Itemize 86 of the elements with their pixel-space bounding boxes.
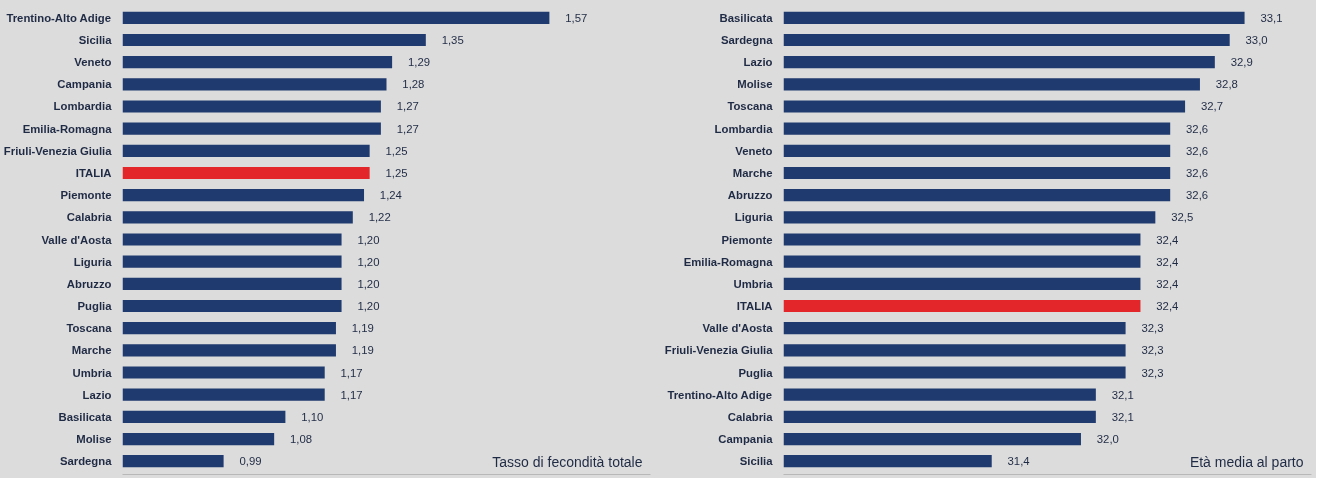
y-tick-label: Calabria [66,211,113,224]
y-tick-label: Lombardia [53,100,113,113]
data-label: 1,17 [340,388,363,401]
data-label: 32,3 [1141,344,1164,357]
y-tick-label: ITALIA [736,300,773,313]
y-tick-label: Liguria [73,255,113,268]
data-label: 32,1 [1111,410,1134,423]
y-tick-label: Calabria [727,410,774,423]
annotation: Tasso di fecondità totale [492,454,643,471]
data-label: 1,10 [301,410,324,423]
y-tick-label: Campania [57,78,113,91]
data-label: 0,99 [239,455,262,468]
y-tick-label: Marche [732,166,773,179]
data-label: 32,7 [1200,100,1223,113]
y-tick-label: Sardegna [59,455,113,468]
y-tick-label: Lazio [743,56,773,69]
y-tick-label: Piemonte [60,189,112,202]
data-label: 1,19 [351,322,374,335]
data-label: 1,08 [290,433,313,446]
data-label: 33,1 [1260,11,1283,24]
y-tick-label: Veneto [74,56,112,69]
data-label: 1,20 [357,277,380,290]
data-label: 32,4 [1156,255,1179,268]
y-tick-label: Valle d'Aosta [41,233,113,246]
data-label: 1,27 [396,122,419,135]
y-tick-label: Molise [76,433,112,446]
data-label: 1,28 [402,78,425,91]
y-tick-label: Sicilia [739,455,774,468]
y-tick-label: Sicilia [78,33,113,46]
y-tick-label: Puglia [738,366,774,379]
data-label: 32,5 [1171,211,1194,224]
y-tick-label: Emilia-Romagna [22,122,113,135]
data-label: 32,1 [1111,388,1134,401]
data-label: 1,25 [385,166,408,179]
data-label: 32,9 [1230,56,1253,69]
data-label: 1,19 [351,344,374,357]
y-tick-label: Molise [737,78,773,91]
y-tick-label: ITALIA [75,166,112,179]
data-label: 1,25 [385,144,408,157]
y-tick-label: Abruzzo [66,277,112,290]
data-label: 1,24 [379,189,402,202]
data-label: 1,29 [407,56,431,69]
y-tick-label: Valle d'Aosta [702,322,774,335]
data-label: 31,4 [1007,455,1030,468]
data-label: 32,6 [1186,144,1209,157]
data-label: 32,4 [1156,277,1179,290]
data-label: 32,4 [1156,233,1179,246]
y-tick-label: Marche [71,344,112,357]
data-label: 32,6 [1186,166,1209,179]
data-label: 32,6 [1186,189,1209,202]
y-tick-label: Liguria [734,211,774,224]
data-label: 1,27 [396,100,419,113]
y-tick-label: Toscana [727,100,774,113]
data-label: 1,17 [340,366,363,379]
y-tick-label: Emilia-Romagna [683,255,774,268]
y-tick-label: Umbria [72,366,113,379]
data-label: 32,6 [1186,122,1209,135]
data-label: 32,0 [1096,433,1119,446]
y-tick-label: Basilicata [719,11,774,24]
y-tick-label: Friuli-Venezia Giulia [664,344,774,357]
data-label: 1,20 [357,255,380,268]
y-tick-label: Campania [718,433,774,446]
y-tick-label: Abruzzo [727,189,773,202]
y-tick-label: Trentino-Alto Adige [667,388,773,401]
y-tick-label: Friuli-Venezia Giulia [3,144,113,157]
data-label: 32,3 [1141,366,1164,379]
data-label: 1,57 [565,11,588,24]
data-label: 1,35 [441,33,464,46]
y-tick-label: Toscana [66,322,113,335]
data-label: 32,3 [1141,322,1164,335]
data-label: 32,8 [1215,78,1238,91]
y-tick-label: Umbria [733,277,774,290]
annotation: Età media al parto [1189,454,1304,471]
data-label: 32,4 [1156,300,1179,313]
y-tick-label: Lombardia [714,122,774,135]
y-tick-label: Basilicata [58,410,113,423]
data-label: 1,20 [357,233,380,246]
data-label: 1,20 [357,300,380,313]
y-tick-label: Sardegna [720,33,774,46]
y-tick-label: Puglia [77,300,113,313]
data-label: 1,22 [368,211,391,224]
data-label: 33,0 [1245,33,1268,46]
y-tick-label: Lazio [82,388,112,401]
y-tick-label: Veneto [735,144,773,157]
y-tick-label: Trentino-Alto Adige [6,11,112,24]
y-tick-label: Piemonte [721,233,773,246]
